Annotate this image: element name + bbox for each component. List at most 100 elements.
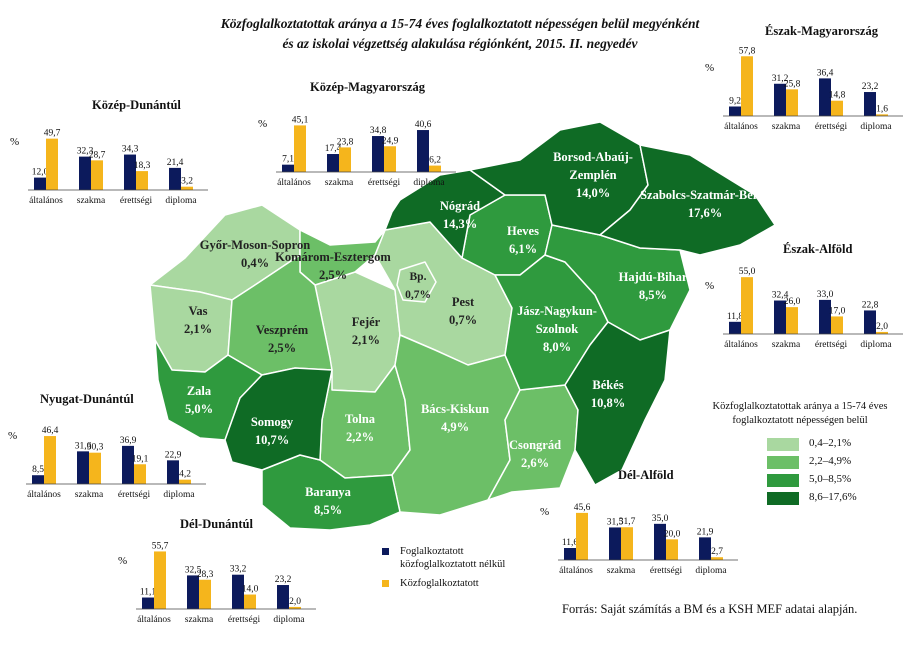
data-label-koz-0: 57,8 — [739, 46, 756, 56]
region-chart-plot: 8,5 46,4 általános 31,630,3 szakma 36,9 19,1 ér… — [26, 426, 206, 500]
county-label-somogy: Somogy 10,7% — [251, 413, 293, 449]
region-chart-unit: % — [705, 280, 715, 292]
data-label-koz-1: 26,0 — [784, 297, 801, 307]
county-label-hajdu-bihar: Hajdú-Bihar 8,5% — [619, 268, 688, 304]
bar-nelkul-2 — [124, 154, 136, 190]
county-nograd[interactable] — [384, 169, 506, 259]
category-label-0: általános — [559, 566, 593, 576]
category-label-3: diploma — [165, 196, 197, 206]
data-label-koz-2: 18,3 — [134, 161, 151, 171]
county-label-nograd: Nógrád 14,3% — [440, 197, 480, 233]
bar-koz-0 — [44, 436, 56, 484]
bar-koz-0 — [294, 125, 306, 172]
county-label-csongrad: Csongrád 2,6% — [509, 436, 561, 472]
bar-koz-2 — [831, 100, 843, 116]
category-label-2: érettségi — [368, 178, 401, 188]
legend-item-1: 0,4–2,1% — [767, 436, 915, 454]
series-swatch-nelkul — [382, 548, 389, 555]
bar-nelkul-3 — [864, 310, 876, 334]
bar-koz-1 — [91, 160, 103, 190]
legend-label: 0,4–2,1% — [809, 437, 852, 449]
category-label-1: szakma — [325, 178, 354, 188]
region-chart-5: Dél-Alföld% 11,6 45,6 általános 31,5 31,7 szak… — [540, 468, 745, 598]
data-label-nelkul-2: 36,9 — [120, 436, 137, 446]
data-label-koz-2: 24,9 — [382, 136, 399, 146]
region-chart-plot: 7,1 45,1 általános 17,423,8 szakma 34,824,9 ér… — [276, 115, 456, 188]
bar-koz-2 — [831, 316, 843, 334]
category-label-1: szakma — [772, 122, 801, 132]
bar-nelkul-1 — [609, 527, 621, 560]
category-label-3: diploma — [695, 566, 727, 576]
county-label-jasz-nagykun-szolnok: Jász-Nagykun-Szolnok 8,0% — [502, 302, 612, 356]
data-label-nelkul-0: 12,0 — [32, 168, 49, 178]
category-label-3: diploma — [163, 490, 195, 500]
data-label-nelkul-1: 32,4 — [772, 291, 789, 301]
category-label-2: érettségi — [815, 122, 848, 132]
bar-koz-3 — [876, 114, 888, 116]
legend-label: 5,0–8,5% — [809, 473, 852, 485]
bar-koz-3 — [289, 606, 301, 609]
data-label-nelkul-0: 11,6 — [562, 538, 579, 548]
category-label-2: érettségi — [650, 566, 683, 576]
data-label-koz-2: 19,1 — [132, 454, 149, 464]
county-bekes[interactable] — [564, 321, 671, 486]
county-name: Veszprém — [255, 323, 309, 337]
legend-swatch — [767, 438, 799, 451]
county-value: 2,1% — [351, 333, 381, 347]
data-label-nelkul-0: 7,1 — [282, 155, 294, 165]
data-label-nelkul-2: 33,2 — [230, 565, 247, 575]
county-value: 4,9% — [440, 420, 470, 434]
county-value: 2,5% — [318, 268, 348, 282]
county-label-gyor-moson-sopron: Győr-Moson-Sopron 0,4% — [200, 236, 310, 272]
county-value: 0,4% — [240, 256, 270, 270]
county-somogy[interactable] — [224, 367, 333, 471]
county-value: 2,2% — [345, 430, 375, 444]
data-label-koz-2: 20,0 — [664, 529, 681, 539]
data-label-koz-1: 25,8 — [784, 79, 801, 89]
data-label-koz-3: 1,6 — [876, 104, 888, 114]
bar-nelkul-3 — [167, 460, 179, 484]
county-label-tolna: Tolna 2,2% — [345, 410, 375, 446]
county-value: 0,7% — [405, 289, 431, 301]
county-name: Szabolcs-Szatmár-Bereg — [640, 188, 770, 202]
region-chart-title: Nyugat-Dunántúl — [40, 392, 134, 406]
county-label-bekes: Békés 10,8% — [591, 376, 625, 412]
data-label-koz-0: 45,1 — [292, 115, 309, 125]
bar-nelkul-2 — [122, 445, 134, 484]
bar-koz-3 — [429, 165, 441, 172]
county-name: Békés — [592, 378, 624, 392]
county-label-zala: Zala 5,0% — [185, 382, 213, 418]
category-label-0: általános — [27, 490, 61, 500]
data-label-koz-3: 2,0 — [876, 322, 888, 332]
county-name: Tolna — [344, 412, 376, 426]
county-label-heves: Heves 6,1% — [507, 222, 539, 258]
bar-nelkul-0 — [34, 177, 46, 190]
category-label-3: diploma — [860, 122, 892, 132]
region-chart-2: Észak-Magyarország% 9,2 57,8 általános 31,2 2… — [705, 24, 910, 154]
data-label-koz-2: 14,8 — [829, 91, 846, 101]
county-label-komarom-esztergom: Komárom-Esztergom 2,5% — [275, 248, 391, 284]
data-label-koz-0: 46,4 — [42, 426, 59, 436]
county-budapest[interactable] — [396, 261, 437, 303]
region-chart-title: Dél-Dunántúl — [180, 517, 253, 531]
county-szabolcs-szatmar-bereg[interactable] — [599, 144, 776, 256]
county-name: Baranya — [305, 485, 351, 499]
region-chart-6: Dél-Dunántúl% 11,1 55,7 általános 32,5 28,3 sz… — [118, 517, 323, 647]
region-chart-title: Észak-Alföld — [783, 242, 853, 256]
bar-koz-0 — [741, 277, 753, 334]
category-label-3: diploma — [273, 615, 305, 625]
map-title-line-2: és az iskolai végzettség alakulása régió… — [282, 36, 638, 51]
bar-nelkul-2 — [819, 299, 831, 334]
bar-koz-3 — [711, 557, 723, 560]
map-title: Közfoglalkoztatottak aránya a 15-74 éves… — [150, 14, 770, 54]
source-note: Forrás: Saját számítás a BM és a KSH MEF… — [562, 602, 858, 616]
county-value: 2,1% — [183, 322, 213, 336]
legend-item-3: 5,0–8,5% — [767, 472, 915, 490]
series-label-koz: Közfoglalkoztatott — [400, 578, 479, 589]
county-value: 2,6% — [520, 456, 550, 470]
county-value: 14,3% — [442, 217, 478, 231]
bar-nelkul-0 — [142, 597, 154, 609]
legend-item-2: 2,2–4,9% — [767, 454, 915, 472]
data-label-nelkul-3: 22,8 — [862, 300, 879, 310]
legend-item-4: 8,6–17,6% — [767, 490, 915, 508]
